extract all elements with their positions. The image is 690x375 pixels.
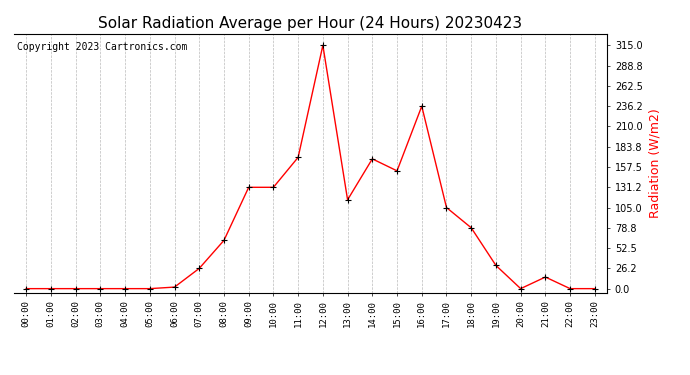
Title: Solar Radiation Average per Hour (24 Hours) 20230423: Solar Radiation Average per Hour (24 Hou… xyxy=(99,16,522,31)
Y-axis label: Radiation (W/m2): Radiation (W/m2) xyxy=(649,108,661,218)
Text: Copyright 2023 Cartronics.com: Copyright 2023 Cartronics.com xyxy=(17,42,187,51)
